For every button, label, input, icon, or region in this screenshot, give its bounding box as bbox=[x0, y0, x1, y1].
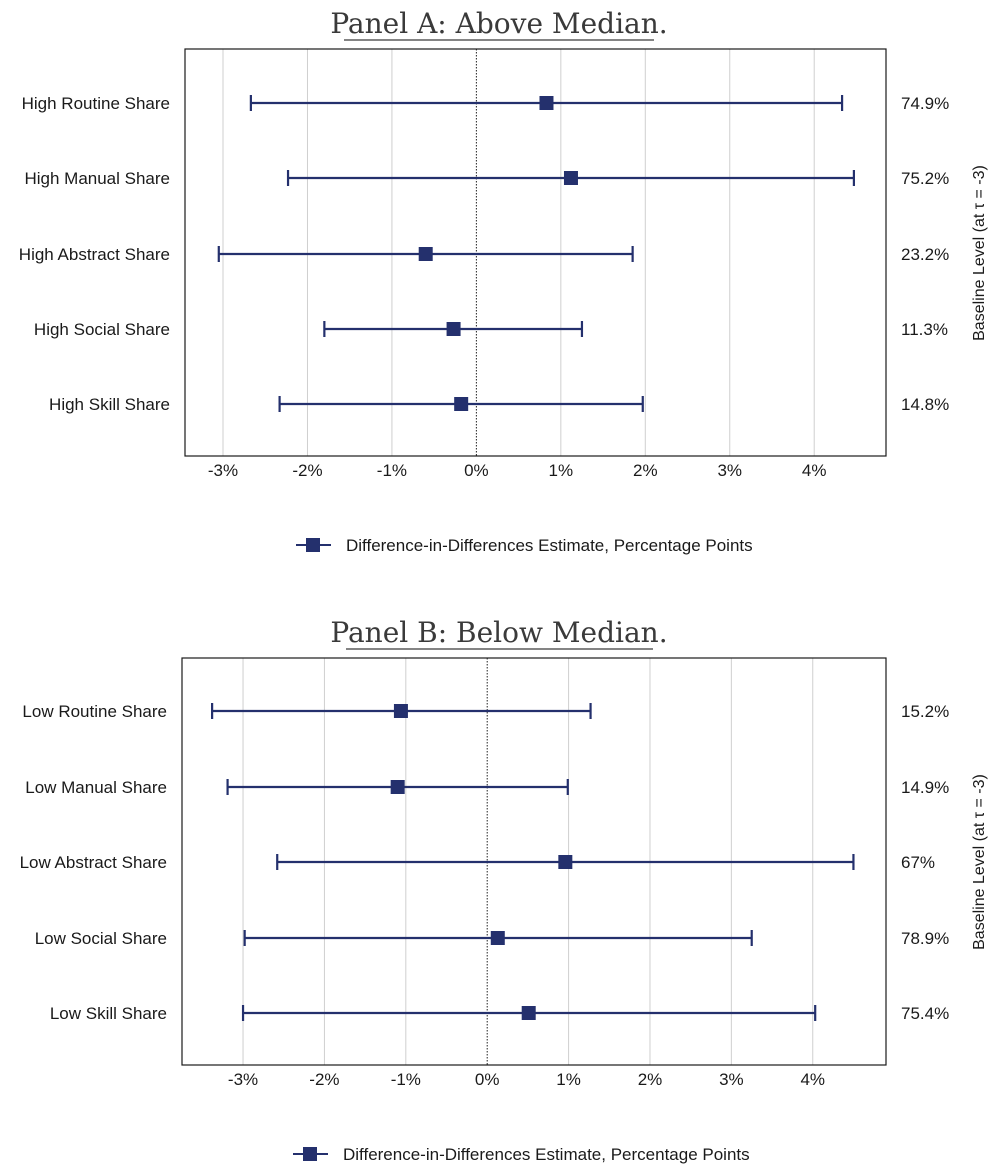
baseline-axis-label: Baseline Level (at τ = -3) bbox=[971, 774, 988, 950]
plot-frame bbox=[181, 657, 887, 1066]
estimate-marker bbox=[446, 322, 461, 336]
baseline-label: 23.2% bbox=[901, 245, 949, 264]
baseline-label: 11.3% bbox=[901, 320, 948, 339]
legend: Difference-in-Differences Estimate, Perc… bbox=[296, 536, 753, 555]
x-tick-label: -3% bbox=[208, 461, 238, 480]
baseline-label: 15.2% bbox=[901, 702, 949, 721]
category-label: High Manual Share bbox=[24, 169, 170, 188]
panel-title: Panel A: Above Median. bbox=[330, 7, 667, 40]
estimate-marker bbox=[393, 704, 408, 718]
x-tick-label: 4% bbox=[802, 461, 827, 480]
estimate-marker bbox=[563, 171, 578, 185]
baseline-label: 67% bbox=[901, 853, 935, 872]
category-label: High Skill Share bbox=[49, 395, 170, 414]
x-tick-label: 1% bbox=[556, 1070, 581, 1089]
estimate-marker bbox=[490, 931, 505, 945]
x-tick-label: 1% bbox=[549, 461, 574, 480]
legend: Difference-in-Differences Estimate, Perc… bbox=[293, 1145, 750, 1164]
x-tick-label: -1% bbox=[377, 461, 407, 480]
panel-a: Panel A: Above Median. -3% -2% -1% 0% 1% 2% 3%… bbox=[19, 7, 988, 555]
category-label: Low Skill Share bbox=[50, 1004, 167, 1023]
x-tick-label: 3% bbox=[719, 1070, 744, 1089]
category-label: Low Routine Share bbox=[22, 702, 167, 721]
baseline-label: 14.8% bbox=[901, 395, 949, 414]
estimate-marker bbox=[558, 855, 573, 869]
panel-title: Panel B: Below Median. bbox=[330, 616, 667, 649]
x-tick-label: 3% bbox=[717, 461, 742, 480]
legend-marker bbox=[303, 1147, 317, 1161]
x-tick-label: 4% bbox=[800, 1070, 825, 1089]
category-label: Low Abstract Share bbox=[20, 853, 167, 872]
estimate-marker bbox=[454, 397, 469, 411]
baseline-axis-label: Baseline Level (at τ = -3) bbox=[971, 165, 988, 341]
x-tick-label: -2% bbox=[292, 461, 322, 480]
baseline-label: 75.4% bbox=[901, 1004, 949, 1023]
baseline-label: 74.9% bbox=[901, 94, 949, 113]
plot-frame bbox=[184, 48, 887, 457]
x-tick-label: -3% bbox=[228, 1070, 258, 1089]
x-tick-label: 0% bbox=[475, 1070, 500, 1089]
x-tick-label: 2% bbox=[633, 461, 658, 480]
category-label: Low Social Share bbox=[35, 929, 167, 948]
estimate-marker bbox=[418, 247, 433, 261]
baseline-label: 78.9% bbox=[901, 929, 949, 948]
x-tick-label: 2% bbox=[638, 1070, 663, 1089]
x-tick-label: -1% bbox=[391, 1070, 421, 1089]
baseline-label: 75.2% bbox=[901, 169, 949, 188]
x-tick-label: 0% bbox=[464, 461, 489, 480]
estimate-marker bbox=[539, 96, 554, 110]
category-label: High Social Share bbox=[34, 320, 170, 339]
category-label: High Abstract Share bbox=[19, 245, 170, 264]
x-tick-label: -2% bbox=[309, 1070, 339, 1089]
estimate-marker bbox=[521, 1006, 536, 1020]
category-label: Low Manual Share bbox=[25, 778, 167, 797]
legend-label: Difference-in-Differences Estimate, Perc… bbox=[346, 536, 753, 555]
category-label: High Routine Share bbox=[22, 94, 170, 113]
legend-label: Difference-in-Differences Estimate, Perc… bbox=[343, 1145, 750, 1164]
legend-marker bbox=[306, 538, 320, 552]
panel-b: Panel B: Below Median. -3% -2% -1% 0% 1% 2% 3%… bbox=[20, 616, 988, 1164]
estimate-marker bbox=[390, 780, 405, 794]
baseline-label: 14.9% bbox=[901, 778, 949, 797]
